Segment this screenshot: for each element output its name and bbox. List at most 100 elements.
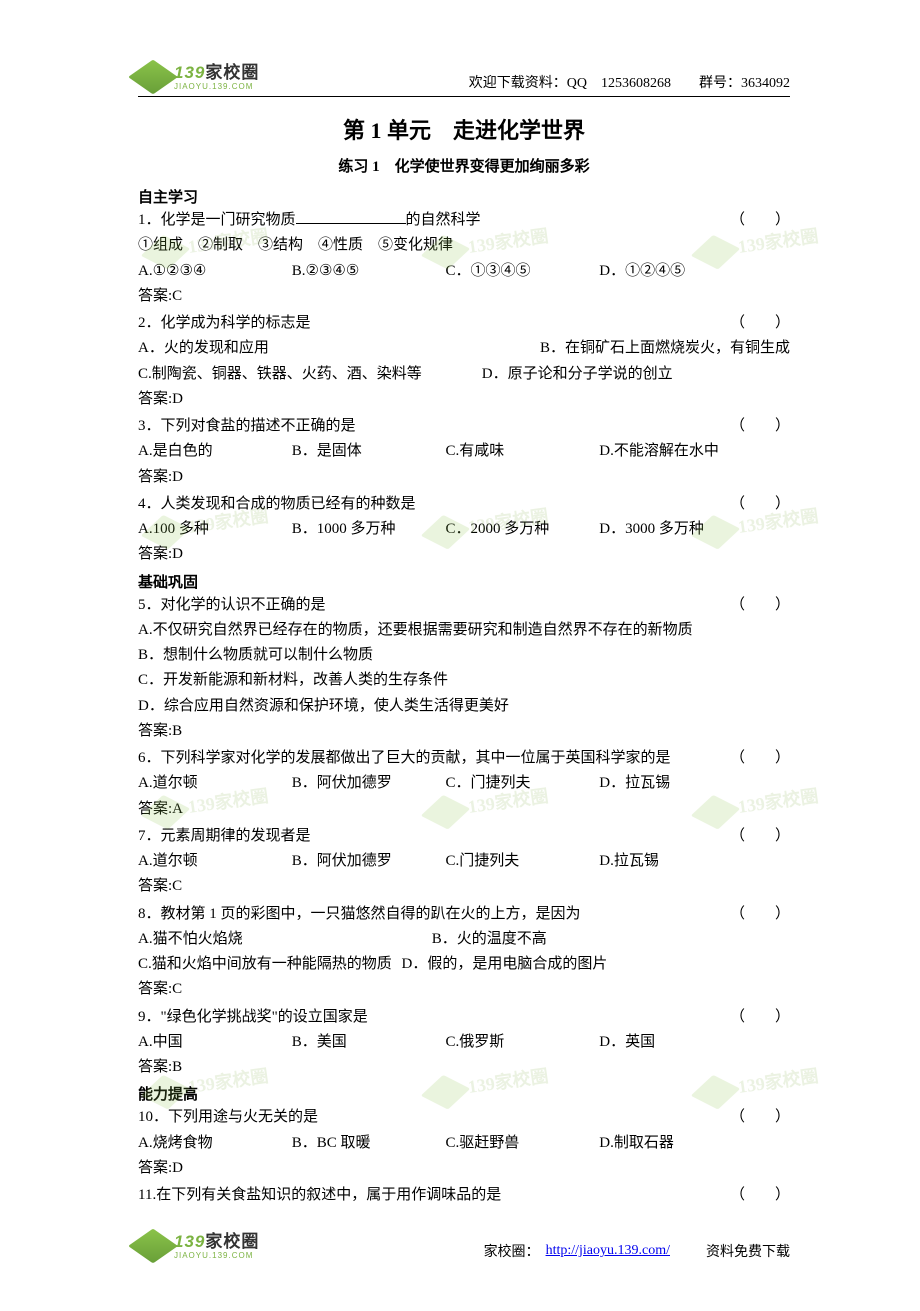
answer-bracket: （ ） [730,415,790,438]
q1-optD: D．①②④⑤ [599,260,749,283]
q4-optC: C．2000 多万种 [446,518,596,541]
q10-options: A.烧烤食物 B．BC 取暖 C.驱赶野兽 D.制取石器 [138,1132,790,1155]
q4-stem: 4．人类发现和合成的物质已经有的种数是 （ ） [138,493,790,516]
q4-optD: D．3000 多万种 [599,518,749,541]
q6-stem: 6．下列科学家对化学的发展都做出了巨大的贡献，其中一位属于英国科学家的是 （ ） [138,747,790,770]
page-footer: 139家校圈 JIAOYU.139.COM 家校圈： http://jiaoyu… [138,1231,790,1261]
q1-optA: A.①②③④ [138,260,288,283]
q1-options: A.①②③④ B.②③④⑤ C．①③④⑤ D．①②④⑤ [138,260,790,283]
q9-optC: C.俄罗斯 [446,1031,596,1054]
q6-options: A.道尔顿 B．阿伏加德罗 C．门捷列夫 D．拉瓦锡 [138,772,790,795]
section-self-study: 自主学习 [138,186,790,207]
q8-optB: B．火的温度不高 [432,931,547,947]
q10-optC: C.驱赶野兽 [446,1132,596,1155]
q9-optB: B．美国 [292,1031,442,1054]
q2-row2: C.制陶瓷、铜器、铁器、火药、酒、染料等 D．原子论和分子学说的创立 [138,363,790,386]
logo-subtext: JIAOYU.139.COM [174,83,259,91]
q2-optA: A．火的发现和应用 [138,337,269,360]
q2-optB: B．在铜矿石上面燃烧炭火，有铜生成 [540,337,790,360]
q1-stem-b: 的自然科学 [406,212,481,228]
q5-optD: D．综合应用自然资源和保护环境，使人类生活得更美好 [138,695,790,718]
footer-info: 家校圈： http://jiaoyu.139.com/ 资料免费下载 [484,1241,790,1261]
q4-options: A.100 多种 B．1000 多万种 C．2000 多万种 D．3000 多万… [138,518,790,541]
q10-answer: 答案:D [138,1157,790,1180]
q2-optD: D．原子论和分子学说的创立 [482,366,673,382]
answer-bracket: （ ） [730,1184,790,1207]
q1-stem: 1．化学是一门研究物质 的自然科学 （ ） [138,209,790,232]
footer-link[interactable]: http://jiaoyu.139.com/ [546,1243,670,1259]
q2-optC: C.制陶瓷、铜器、铁器、火药、酒、染料等 [138,363,478,386]
unit-title: 第 1 单元 走进化学世界 [138,113,790,145]
q9-stem: 9．"绿色化学挑战奖"的设立国家是 （ ） [138,1006,790,1029]
q6-answer: 答案:A [138,798,790,821]
answer-bracket: （ ） [730,493,790,516]
answer-bracket: （ ） [730,209,790,232]
q10-optA: A.烧烤食物 [138,1132,288,1155]
q9-options: A.中国 B．美国 C.俄罗斯 D．英国 [138,1031,790,1054]
logo-text: 139家校圈 [174,1233,259,1250]
q9-optD: D．英国 [599,1031,749,1054]
q1-answer: 答案:C [138,285,790,308]
q3-stem: 3．下列对食盐的描述不正确的是 （ ） [138,415,790,438]
header-info: 欢迎下载资料：QQ 1253608268 群号：3634092 [469,72,790,92]
answer-bracket: （ ） [730,594,790,617]
q3-optD: D.不能溶解在水中 [599,440,749,463]
q2-row1: A．火的发现和应用 B．在铜矿石上面燃烧炭火，有铜生成 [138,337,790,360]
answer-bracket: （ ） [730,312,790,335]
page: 139家校圈 139家校圈 139家校圈 139家校圈 139家校圈 139家校… [0,0,920,1311]
q5-answer: 答案:B [138,720,790,743]
q6-optB: B．阿伏加德罗 [292,772,442,795]
logo: 139家校圈 JIAOYU.139.COM [138,62,259,92]
page-header: 139家校圈 JIAOYU.139.COM 欢迎下载资料：QQ 12536082… [138,62,790,97]
q6-optD: D．拉瓦锡 [599,772,749,795]
q1-optB: B.②③④⑤ [292,260,442,283]
section-advanced: 能力提高 [138,1083,790,1104]
answer-bracket: （ ） [730,747,790,770]
q7-stem: 7．元素周期律的发现者是 （ ） [138,825,790,848]
answer-bracket: （ ） [730,1006,790,1029]
q4-optB: B．1000 多万种 [292,518,442,541]
q9-answer: 答案:B [138,1056,790,1079]
q7-options: A.道尔顿 B．阿伏加德罗 C.门捷列夫 D.拉瓦锡 [138,850,790,873]
q3-optB: B．是固体 [292,440,442,463]
q5-optA: A.不仅研究自然界已经存在的物质，还要根据需要研究和制造自然界不存在的新物质 [138,619,790,642]
q8-row1: A.猫不怕火焰烧 B．火的温度不高 [138,928,790,951]
q7-answer: 答案:C [138,875,790,898]
q1-optC: C．①③④⑤ [446,260,596,283]
footer-label: 家校圈： [484,1241,540,1261]
logo-cube-icon [128,60,178,95]
blank [296,210,406,224]
q10-optD: D.制取石器 [599,1132,749,1155]
section-basic: 基础巩固 [138,571,790,592]
q8-row2: C.猫和火焰中间放有一种能隔热的物质 D．假的，是用电脑合成的图片 [138,953,790,976]
q4-optA: A.100 多种 [138,518,288,541]
q10-optB: B．BC 取暖 [292,1132,442,1155]
q3-optC: C.有咸味 [446,440,596,463]
q6-optA: A.道尔顿 [138,772,288,795]
q7-optD: D.拉瓦锡 [599,850,749,873]
logo-cube-icon [128,1229,178,1264]
q3-options: A.是白色的 B．是固体 C.有咸味 D.不能溶解在水中 [138,440,790,463]
q5-optC: C．开发新能源和新材料，改善人类的生存条件 [138,669,790,692]
q5-stem: 5．对化学的认识不正确的是 （ ） [138,594,790,617]
answer-bracket: （ ） [730,1106,790,1129]
q4-answer: 答案:D [138,543,790,566]
q3-optA: A.是白色的 [138,440,288,463]
q8-stem: 8．教材第 1 页的彩图中，一只猫悠然自得的趴在火的上方，是因为 （ ） [138,903,790,926]
footer-tail: 资料免费下载 [706,1241,790,1261]
q1-subitems: ①组成 ②制取 ③结构 ④性质 ⑤变化规律 [138,234,790,257]
q8-answer: 答案:C [138,978,790,1001]
q7-optC: C.门捷列夫 [446,850,596,873]
q7-optA: A.道尔顿 [138,850,288,873]
answer-bracket: （ ） [730,903,790,926]
logo-subtext: JIAOYU.139.COM [174,1252,259,1260]
exercise-title: 练习 1 化学使世界变得更加绚丽多彩 [138,155,790,176]
q8-optD: D．假的，是用电脑合成的图片 [402,956,608,972]
q5-optB: B．想制什么物质就可以制什么物质 [138,644,790,667]
q3-answer: 答案:D [138,466,790,489]
q8-optA: A.猫不怕火焰烧 [138,928,428,951]
footer-logo: 139家校圈 JIAOYU.139.COM [138,1231,259,1261]
q2-stem: 2．化学成为科学的标志是 （ ） [138,312,790,335]
q1-stem-a: 1．化学是一门研究物质 [138,212,296,228]
q10-stem: 10．下列用途与火无关的是 （ ） [138,1106,790,1129]
